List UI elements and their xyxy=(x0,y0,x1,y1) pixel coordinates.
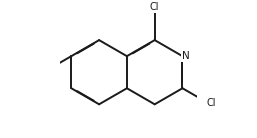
Text: N: N xyxy=(182,51,190,61)
Text: Cl: Cl xyxy=(206,98,216,108)
Text: Cl: Cl xyxy=(150,2,159,12)
